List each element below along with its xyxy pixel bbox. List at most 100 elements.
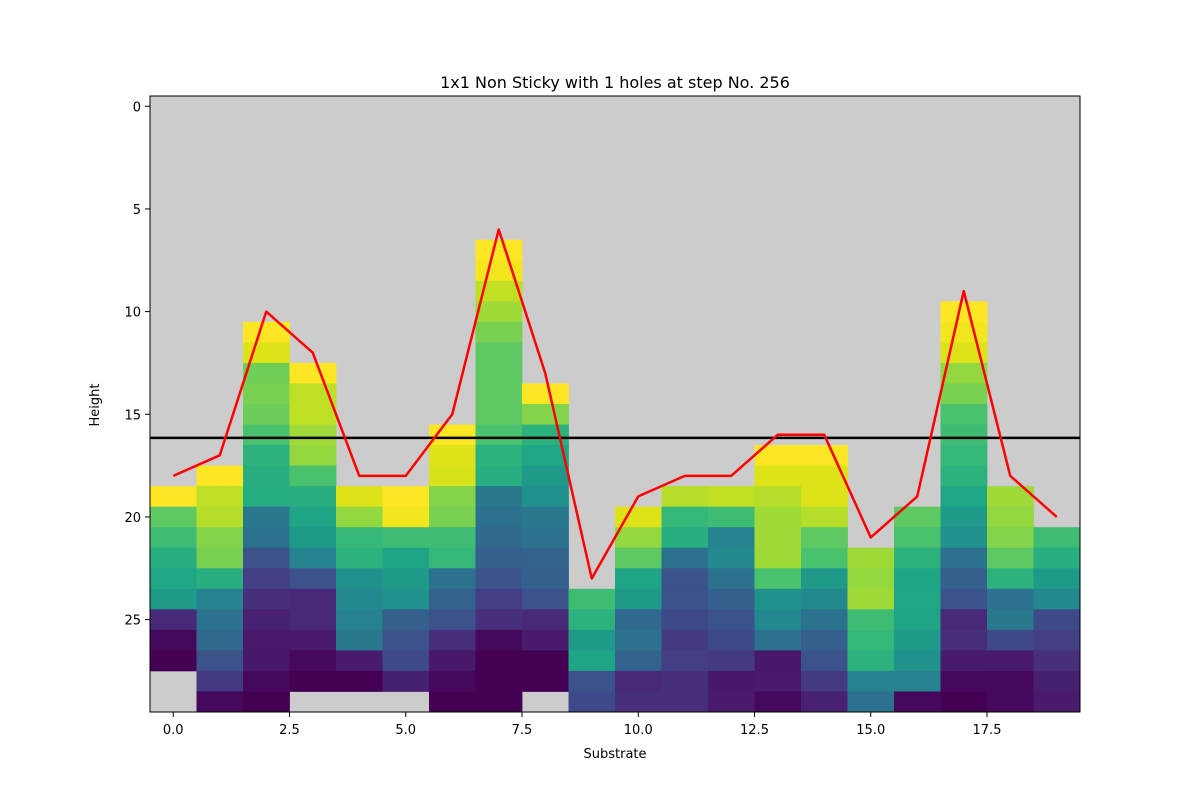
heatmap-cell xyxy=(801,465,848,487)
heatmap-cell xyxy=(894,609,941,631)
heatmap-cell xyxy=(243,650,290,672)
heatmap-cell xyxy=(940,383,988,405)
heatmap-cell xyxy=(243,506,290,528)
heatmap-cell xyxy=(568,609,616,631)
heatmap-cell xyxy=(243,609,290,631)
heatmap-cell xyxy=(336,629,383,651)
heatmap-cell xyxy=(289,588,337,610)
heatmap-cell xyxy=(708,629,755,651)
heatmap-cell xyxy=(987,486,1034,508)
heatmap-cell xyxy=(801,609,848,631)
heatmap-cell xyxy=(475,280,523,302)
heatmap-cell xyxy=(522,588,569,610)
heatmap-cell xyxy=(336,588,383,610)
heatmap-cell xyxy=(429,670,476,692)
heatmap-cell xyxy=(987,691,1034,713)
heatmap-cell xyxy=(243,465,290,487)
heatmap-cell xyxy=(243,383,290,405)
y-tick-label: 20 xyxy=(124,511,141,526)
heatmap-cell xyxy=(243,588,290,610)
heatmap-cell xyxy=(847,547,895,569)
heatmap-cell xyxy=(661,629,709,651)
heatmap-cell xyxy=(708,650,755,672)
heatmap-cell xyxy=(940,527,988,549)
heatmap-cell xyxy=(987,527,1034,549)
heatmap-cell xyxy=(243,629,290,651)
heatmap-cell xyxy=(243,527,290,549)
x-axis-label: Substrate xyxy=(583,747,646,762)
heatmap-cell xyxy=(847,691,895,713)
heatmap-cell xyxy=(150,629,197,651)
heatmap-cell xyxy=(661,506,709,528)
heatmap-cell xyxy=(754,629,802,651)
heatmap-cell xyxy=(522,506,569,528)
heatmap-cell xyxy=(196,527,244,549)
heatmap-cell xyxy=(243,691,290,713)
heatmap-cell xyxy=(429,445,476,466)
heatmap-cell xyxy=(708,691,755,713)
heatmap-cell xyxy=(243,424,290,446)
y-tick-label: 25 xyxy=(124,614,141,629)
x-tick-label: 0.0 xyxy=(163,723,184,738)
heatmap-cell xyxy=(661,670,709,692)
heatmap-cell xyxy=(615,629,662,651)
heatmap-cell xyxy=(336,609,383,631)
heatmap-cell xyxy=(382,547,430,569)
heatmap-cell xyxy=(940,424,988,446)
heatmap-cell xyxy=(987,670,1034,692)
heatmap-cell xyxy=(150,506,197,528)
heatmap-cell xyxy=(568,629,616,651)
heatmap-cell xyxy=(289,424,337,446)
heatmap-cell xyxy=(615,609,662,631)
heatmap-cell xyxy=(289,670,337,692)
heatmap-cell xyxy=(940,650,988,672)
heatmap-cell xyxy=(987,588,1034,610)
heatmap-cell xyxy=(289,527,337,549)
heatmap-cell xyxy=(1033,629,1081,651)
heatmap-cell xyxy=(289,609,337,631)
heatmap-cell xyxy=(475,506,523,528)
heatmap-cell xyxy=(336,650,383,672)
heatmap-cell xyxy=(289,445,337,466)
heatmap-cell xyxy=(382,609,430,631)
heatmap-cell xyxy=(661,486,709,508)
heatmap-cell xyxy=(987,629,1034,651)
heatmap-cell xyxy=(847,609,895,631)
heatmap-cell xyxy=(894,588,941,610)
heatmap-cell xyxy=(801,547,848,569)
heatmap-cell xyxy=(196,486,244,508)
heatmap-cell xyxy=(708,609,755,631)
heatmap-cell xyxy=(894,691,941,713)
heatmap-cell xyxy=(196,506,244,528)
heatmap-cell xyxy=(615,588,662,610)
heatmap-cell xyxy=(196,609,244,631)
heatmap-cell xyxy=(150,568,197,590)
x-tick-label: 5.0 xyxy=(395,723,416,738)
heatmap-cell xyxy=(568,650,616,672)
heatmap-cell xyxy=(522,465,569,487)
heatmap-cell xyxy=(522,383,569,405)
heatmap-cell xyxy=(940,321,988,343)
heatmap-cell xyxy=(382,527,430,549)
heatmap-cell xyxy=(522,609,569,631)
heatmap-cell xyxy=(1033,588,1081,610)
heatmap-cell xyxy=(243,362,290,384)
heatmap-cell xyxy=(847,568,895,590)
heatmap-cell xyxy=(429,629,476,651)
heatmap-cell xyxy=(940,629,988,651)
heatmap-cell xyxy=(475,547,523,569)
heatmap-cell xyxy=(336,670,383,692)
heatmap-cell xyxy=(475,486,523,508)
heatmap-cell xyxy=(475,445,523,466)
heatmap-cell xyxy=(243,547,290,569)
heatmap-cell xyxy=(615,527,662,549)
heatmap-cell xyxy=(429,609,476,631)
heatmap-cell xyxy=(754,691,802,713)
heatmap-cell xyxy=(475,527,523,549)
heatmap-cell xyxy=(940,301,988,323)
heatmap-cell xyxy=(289,547,337,569)
heatmap-cell xyxy=(522,670,569,692)
chart-title: 1x1 Non Sticky with 1 holes at step No. … xyxy=(440,73,790,92)
heatmap-cell xyxy=(615,691,662,713)
